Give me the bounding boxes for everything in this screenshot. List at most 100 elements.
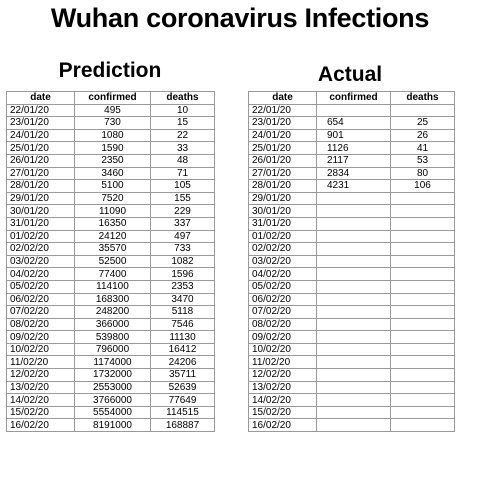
date-cell: 10/02/20 (6, 342, 75, 357)
deaths-cell: 77649 (150, 393, 215, 407)
deaths-cell (390, 229, 455, 244)
table-row: 16/02/20 8191000 168887 (6, 418, 215, 433)
confirmed-cell (316, 317, 391, 332)
deaths-cell: 16412 (150, 342, 215, 357)
confirmed-cell: 24120 (74, 229, 151, 244)
date-cell: 31/01/20 (248, 216, 317, 231)
table-row: 11/02/20 (248, 355, 455, 370)
table-row: 14/02/20 3766000 77649 (6, 393, 215, 407)
confirmed-cell: 796000 (74, 342, 151, 357)
prediction-table: date confirmed deaths 22/01/20 495 10 23/01… (6, 91, 215, 433)
deaths-cell (390, 242, 455, 256)
date-cell: 09/02/20 (6, 330, 75, 344)
deaths-cell (390, 292, 455, 307)
deaths-cell: 106 (390, 179, 455, 193)
table-row: 09/02/20 539800 11130 (6, 330, 215, 344)
table-row: 25/01/20 1590 33 (6, 141, 215, 155)
date-cell: 09/02/20 (248, 330, 317, 344)
date-cell: 08/02/20 (248, 317, 317, 332)
table-row: 13/02/20 2553000 52639 (6, 380, 215, 395)
deaths-cell (390, 342, 455, 357)
confirmed-cell: 16350 (74, 216, 151, 231)
table-row: 01/02/20 (248, 229, 455, 244)
confirmed-cell: 3460 (74, 166, 151, 181)
confirmed-cell (316, 216, 391, 231)
deaths-cell (390, 279, 455, 294)
confirmed-cell (316, 229, 391, 244)
deaths-cell (390, 305, 455, 319)
deaths-cell: 114515 (150, 405, 215, 420)
confirmed-cell: 495 (74, 103, 151, 118)
table-row: 04/02/20 77400 1596 (6, 267, 215, 281)
table-row: 08/02/20 (248, 317, 455, 332)
table-row: 26/01/20 2117 53 (248, 153, 455, 168)
date-cell: 26/01/20 (6, 153, 75, 168)
confirmed-cell: 11090 (74, 204, 151, 218)
deaths-cell (390, 191, 455, 206)
table-row: 28/01/20 4231 106 (248, 179, 455, 193)
deaths-cell: 11130 (150, 330, 215, 344)
deaths-cell (390, 418, 455, 433)
confirmed-cell: 1590 (74, 141, 151, 155)
confirmed-cell: 52500 (74, 254, 151, 269)
confirmed-cell (316, 418, 391, 433)
date-cell: 05/02/20 (248, 279, 317, 294)
confirmed-cell (316, 393, 391, 407)
date-cell: 22/01/20 (6, 103, 75, 118)
deaths-cell: 1082 (150, 254, 215, 269)
deaths-cell: 22 (150, 128, 215, 143)
deaths-cell (390, 355, 455, 370)
column-header-deaths: deaths (390, 91, 455, 105)
date-cell: 04/02/20 (248, 267, 317, 281)
table-row: 23/01/20 730 15 (6, 116, 215, 130)
page-title: Wuhan coronavirus Infections (50, 3, 430, 33)
date-cell: 07/02/20 (248, 305, 317, 319)
deaths-cell: 10 (150, 103, 215, 118)
deaths-cell (390, 267, 455, 281)
date-cell: 10/02/20 (248, 342, 317, 357)
table-row: 07/02/20 248200 5118 (6, 305, 215, 319)
date-cell: 14/02/20 (6, 393, 75, 407)
confirmed-cell: 2117 (316, 153, 391, 168)
date-cell: 05/02/20 (6, 279, 75, 294)
date-cell: 11/02/20 (248, 355, 317, 370)
deaths-cell: 41 (390, 141, 455, 155)
confirmed-cell: 8191000 (74, 418, 151, 433)
table-row: 14/02/20 (248, 393, 455, 407)
table-row: 12/02/20 (248, 368, 455, 382)
confirmed-cell (316, 279, 391, 294)
date-cell: 29/01/20 (6, 191, 75, 206)
date-cell: 11/02/20 (6, 355, 75, 370)
table-row: 03/02/20 52500 1082 (6, 254, 215, 269)
table-row: 27/01/20 3460 71 (6, 166, 215, 181)
actual-heading: Actual (317, 63, 383, 86)
table-row: 01/02/20 24120 497 (6, 229, 215, 244)
deaths-cell: 1596 (150, 267, 215, 281)
deaths-cell: 33 (150, 141, 215, 155)
date-cell: 15/02/20 (6, 405, 75, 420)
table-row: 24/01/20 1080 22 (6, 128, 215, 143)
confirmed-cell: 77400 (74, 267, 151, 281)
deaths-cell (390, 216, 455, 231)
date-cell: 16/02/20 (248, 418, 317, 433)
date-cell: 31/01/20 (6, 216, 75, 231)
deaths-cell: 48 (150, 153, 215, 168)
deaths-cell (390, 368, 455, 382)
confirmed-cell: 5100 (74, 179, 151, 193)
confirmed-cell: 114100 (74, 279, 151, 294)
date-cell: 25/01/20 (6, 141, 75, 155)
confirmed-cell: 4231 (316, 179, 391, 193)
deaths-cell: 733 (150, 242, 215, 256)
table-row: 27/01/20 2834 80 (248, 166, 455, 181)
deaths-cell: 168887 (150, 418, 215, 433)
date-cell: 13/02/20 (248, 380, 317, 395)
deaths-cell: 80 (390, 166, 455, 181)
deaths-cell (390, 405, 455, 420)
table-row: 28/01/20 5100 105 (6, 179, 215, 193)
table-row: 15/02/20 5554000 114515 (6, 405, 215, 420)
table-row: 12/02/20 1732000 35711 (6, 368, 215, 382)
date-cell: 27/01/20 (248, 166, 317, 181)
table-row: 10/02/20 (248, 342, 455, 357)
table-row: 03/02/20 (248, 254, 455, 269)
deaths-cell: 3470 (150, 292, 215, 307)
